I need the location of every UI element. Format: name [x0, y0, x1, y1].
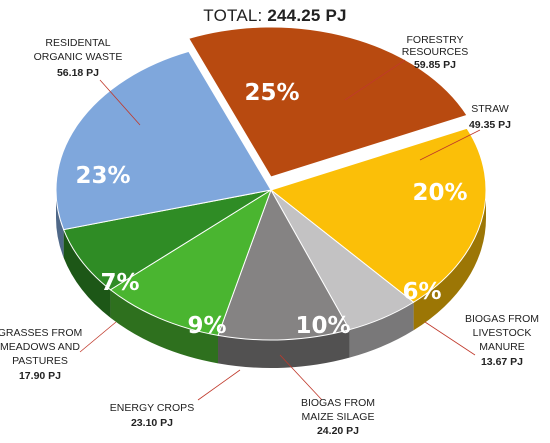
chart-title: TOTAL: 244.25 PJ [0, 6, 550, 26]
chart-title-value: 244.25 PJ [267, 6, 347, 25]
slice-straw [269, 127, 487, 303]
percent-label-maize: 10% [295, 313, 350, 339]
leader-straw [419, 129, 481, 161]
pie-tops [55, 26, 487, 341]
value-label-grasses: 17.90 PJ [19, 370, 61, 382]
leader-livestock [424, 321, 476, 356]
category-label-livestock: MANURE [479, 341, 525, 353]
leader-forestry [344, 59, 406, 101]
slice-side-residential [56, 190, 64, 258]
slice-residential [55, 50, 272, 231]
category-label-residential: RESIDENTAL [45, 37, 110, 49]
percent-label-straw: 20% [412, 180, 467, 206]
category-label-energy: ENERGY CROPS [110, 402, 194, 414]
slice-side-maize [218, 329, 350, 369]
percent-label-livestock: 6% [402, 279, 441, 305]
category-label-grasses: PASTURES [12, 355, 68, 367]
value-label-energy: 23.10 PJ [131, 417, 173, 429]
value-label-livestock: 13.67 PJ [481, 356, 523, 368]
leader-maize [279, 354, 323, 401]
leader-grasses [79, 321, 117, 353]
category-label-grasses: GRASSES FROM [0, 327, 82, 339]
percent-label-grasses: 7% [100, 270, 139, 296]
leader-energy [197, 369, 241, 401]
value-label-straw: 49.35 PJ [469, 119, 511, 131]
category-label-grasses: MEADOWS AND [0, 341, 80, 353]
value-label-forestry: 59.85 PJ [414, 59, 456, 71]
percent-label-energy: 9% [187, 313, 226, 339]
category-label-forestry: FORESTRY [407, 34, 464, 46]
slice-maize [217, 188, 351, 341]
category-label-livestock: BIOGAS FROM [465, 313, 539, 325]
leader-residential [99, 79, 141, 126]
category-label-livestock: LIVESTOCK [473, 327, 532, 339]
value-label-maize: 24.20 PJ [317, 425, 359, 437]
category-label-maize: MAIZE SILAGE [302, 411, 375, 423]
category-label-maize: BIOGAS FROM [301, 397, 375, 409]
slice-side-grasses [63, 229, 111, 318]
slice-side-livestock [349, 302, 414, 358]
category-label-straw: STRAW [471, 103, 509, 115]
slice-forestry [187, 26, 468, 178]
percent-label-forestry: 25% [244, 80, 299, 106]
slice-energy [109, 188, 272, 336]
value-label-residential: 56.18 PJ [57, 67, 99, 79]
category-label-residential: ORGANIC WASTE [34, 51, 123, 63]
category-label-forestry: RESOURCES [402, 46, 469, 58]
percent-label-residential: 23% [75, 163, 130, 189]
slice-side-straw [413, 190, 486, 331]
chart-title-prefix: TOTAL: [203, 6, 263, 25]
slice-grasses [62, 189, 272, 291]
